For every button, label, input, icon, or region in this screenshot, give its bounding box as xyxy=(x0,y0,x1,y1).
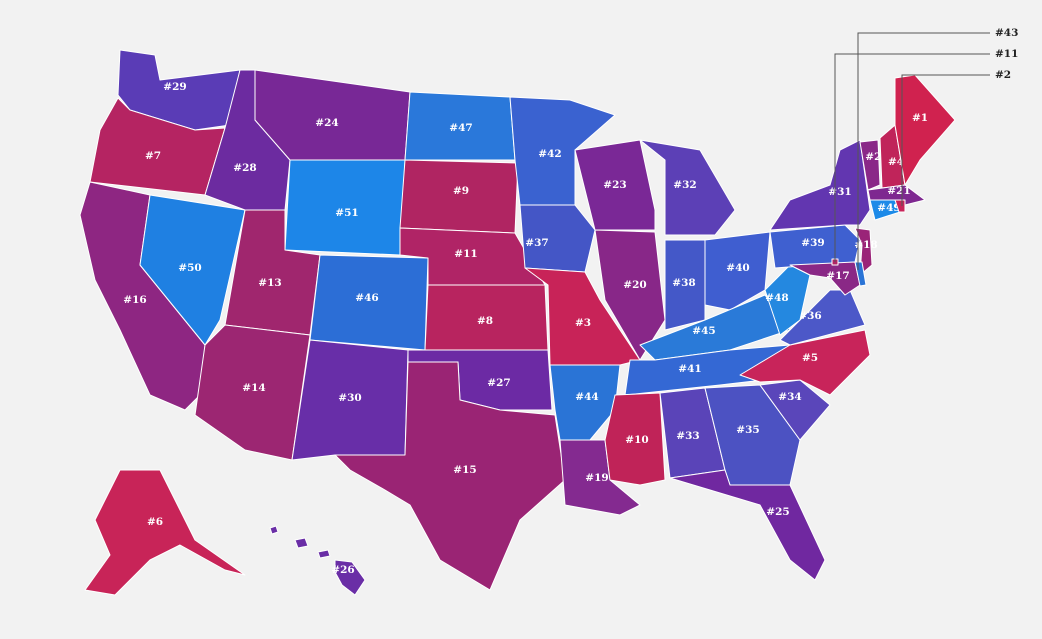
callout-label: #43 xyxy=(995,27,1018,39)
state-rank-label: #39 xyxy=(801,237,824,249)
state xyxy=(769,139,871,231)
state-rank-label: #24 xyxy=(315,117,338,129)
state-rank-label: #28 xyxy=(233,162,256,174)
state-rank-label: #18 xyxy=(854,239,877,251)
state xyxy=(269,525,366,596)
state xyxy=(254,69,411,161)
state xyxy=(639,139,736,236)
state xyxy=(669,469,826,581)
state-rank-label: #4 xyxy=(888,156,904,168)
state-rank-label: #25 xyxy=(766,506,789,518)
state-rank-label: #13 xyxy=(258,277,281,289)
state-rank-label: #44 xyxy=(575,391,598,403)
state-rank-label: #33 xyxy=(676,430,699,442)
state-rank-label: #17 xyxy=(826,270,849,282)
state-rank-label: #14 xyxy=(242,382,265,394)
callout-label: #2 xyxy=(995,69,1011,81)
state-rank-label: #45 xyxy=(692,325,715,337)
state-rank-label: #34 xyxy=(778,391,801,403)
state-rank-label: #3 xyxy=(575,317,591,329)
state-rank-label: #29 xyxy=(163,81,186,93)
state-rank-label: #26 xyxy=(331,564,354,576)
state-rank-label: #19 xyxy=(585,472,608,484)
state xyxy=(334,361,566,591)
state-rank-label: #48 xyxy=(765,292,788,304)
state-rank-label: #1 xyxy=(912,112,928,124)
state-rank-label: #30 xyxy=(338,392,361,404)
state-rank-label: #23 xyxy=(603,179,626,191)
state-rank-label: #47 xyxy=(449,122,472,134)
state xyxy=(704,231,771,311)
state-rank-label: #7 xyxy=(145,150,161,162)
state-rank-label: #27 xyxy=(487,377,510,389)
state-rank-label: #35 xyxy=(736,424,759,436)
state xyxy=(574,139,656,231)
state-rank-label: #31 xyxy=(828,186,851,198)
state xyxy=(84,469,246,596)
state-rank-label: #11 xyxy=(454,248,477,260)
state-rank-label: #40 xyxy=(726,262,749,274)
state-rank-label: #37 xyxy=(525,237,548,249)
state xyxy=(509,96,616,206)
state xyxy=(759,379,831,441)
state-rank-label: #41 xyxy=(678,363,701,375)
state xyxy=(894,74,956,186)
state-rank-label: #46 xyxy=(355,292,378,304)
state-rank-label: #10 xyxy=(625,434,648,446)
callout-line xyxy=(834,53,990,262)
callout-label: #11 xyxy=(995,48,1018,60)
state-rank-label: #5 xyxy=(802,352,818,364)
state-rank-label: #6 xyxy=(147,516,163,528)
state xyxy=(139,194,246,346)
state-rank-label: #8 xyxy=(477,315,493,327)
state xyxy=(764,264,811,336)
state-rank-label: #50 xyxy=(178,262,201,274)
state xyxy=(859,139,881,191)
state-rank-label: #49 xyxy=(877,202,900,214)
state xyxy=(739,329,871,396)
state-rank-label: #21 xyxy=(887,185,910,197)
state-rank-label: #15 xyxy=(453,464,476,476)
state-rank-label: #42 xyxy=(538,148,561,160)
state xyxy=(194,324,311,461)
state-rank-label: #51 xyxy=(335,207,358,219)
state-rank-label: #32 xyxy=(673,179,696,191)
callout-line xyxy=(857,32,990,270)
callout-line xyxy=(901,74,990,206)
state-rank-label: #20 xyxy=(623,279,646,291)
state-rank-label: #16 xyxy=(123,294,146,306)
state-rank-label: #36 xyxy=(798,310,821,322)
state-rank-label: #9 xyxy=(453,185,469,197)
state-rank-label: #38 xyxy=(672,277,695,289)
state xyxy=(854,227,873,276)
state xyxy=(519,204,596,273)
